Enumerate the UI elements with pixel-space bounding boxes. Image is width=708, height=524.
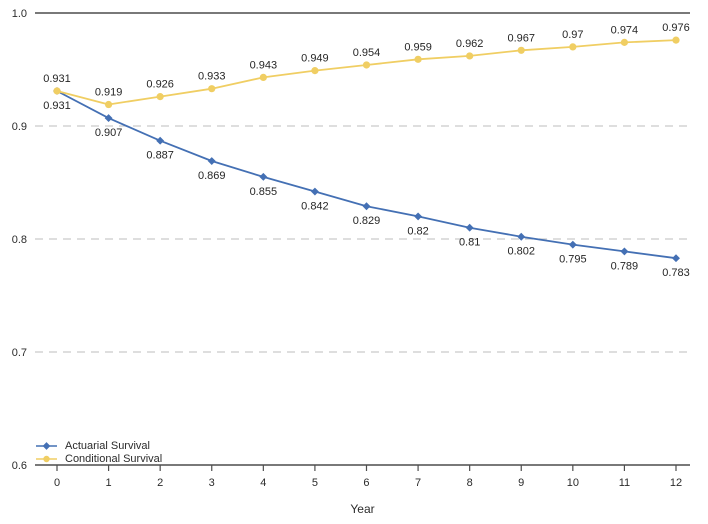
legend-item-actuarial: Actuarial Survival (35, 439, 162, 452)
y-tick-label: 1.0 (12, 8, 27, 20)
actuarial-survival-data-label: 0.931 (43, 100, 71, 112)
legend-item-conditional: Conditional Survival (35, 452, 162, 465)
conditional-survival-data-label: 0.959 (404, 41, 432, 53)
actuarial-survival-point (620, 247, 629, 256)
legend-label-actuarial: Actuarial Survival (65, 439, 150, 452)
conditional-survival-point (414, 55, 422, 63)
conditional-survival-point (259, 73, 267, 82)
x-tick-label: 3 (209, 477, 215, 489)
actuarial-survival-point (362, 202, 371, 211)
conditional-survival-data-label: 0.97 (562, 29, 583, 41)
y-tick-label: 0.6 (12, 460, 27, 472)
y-tick-label: 0.8 (12, 234, 27, 246)
x-tick-label: 6 (363, 477, 369, 489)
x-tick-label: 8 (467, 477, 473, 489)
actuarial-survival-point (465, 223, 474, 232)
conditional-survival-point (208, 85, 216, 93)
actuarial-survival-point (104, 114, 113, 123)
actuarial-survival-data-label: 0.907 (95, 127, 123, 139)
conditional-survival-point (569, 43, 577, 51)
conditional-survival-point (466, 52, 474, 60)
conditional-survival-data-label: 0.962 (456, 38, 484, 50)
conditional-survival-data-label: 0.974 (611, 24, 639, 36)
x-tick-label: 7 (415, 477, 421, 489)
conditional-survival-point (53, 87, 61, 95)
conditional-survival-data-label: 0.919 (95, 87, 123, 99)
legend: Actuarial Survival Conditional Survival (35, 439, 162, 465)
conditional-survival-data-label: 0.933 (198, 71, 226, 83)
conditional-survival-point (362, 61, 371, 69)
actuarial-survival-data-label: 0.82 (407, 225, 428, 237)
x-tick-label: 10 (567, 477, 579, 489)
y-tick-label: 0.7 (12, 347, 27, 359)
x-tick-label: 9 (518, 477, 524, 489)
actuarial-survival-data-label: 0.829 (353, 215, 381, 227)
conditional-survival-data-label: 0.949 (301, 53, 329, 65)
actuarial-survival-data-label: 0.887 (146, 150, 174, 162)
x-axis-title: Year (350, 502, 375, 516)
conditional-survival-data-label: 0.954 (353, 47, 381, 59)
conditional-line-marker-icon (36, 455, 57, 462)
conditional-survival-data-label: 0.931 (43, 73, 71, 85)
conditional-survival-point (517, 46, 525, 54)
actuarial-survival-data-label: 0.81 (459, 237, 480, 249)
x-tick-label: 11 (619, 477, 630, 489)
actuarial-survival-data-label: 0.789 (611, 260, 639, 272)
actuarial-survival-point (414, 212, 423, 221)
conditional-survival-point (104, 100, 113, 109)
actuarial-survival-data-label: 0.842 (301, 201, 329, 213)
legend-label-conditional: Conditional Survival (65, 452, 163, 465)
actuarial-survival-data-label: 0.802 (507, 246, 535, 258)
conditional-survival-data-label: 0.943 (250, 59, 278, 71)
conditional-survival-point (672, 36, 680, 44)
conditional-survival-point (156, 93, 164, 101)
x-tick-label: 1 (106, 477, 112, 489)
actuarial-survival-point (672, 254, 680, 263)
x-tick-label: 4 (260, 477, 266, 489)
actuarial-survival-data-label: 0.795 (559, 254, 587, 266)
x-tick-label: 0 (54, 477, 60, 489)
conditional-survival-data-label: 0.926 (146, 79, 174, 91)
actuarial-survival-point (207, 157, 216, 165)
conditional-survival-point (311, 67, 319, 75)
actuarial-survival-data-label: 0.855 (250, 186, 278, 198)
actuarial-survival-point (156, 136, 165, 145)
conditional-survival-point (620, 38, 629, 46)
actuarial-survival-point (310, 187, 319, 196)
actuarial-survival-point (568, 240, 577, 249)
conditional-survival-data-label: 0.976 (662, 22, 690, 34)
actuarial-survival-line (56, 90, 677, 260)
actuarial-survival-point (259, 172, 268, 181)
x-tick-label: 12 (670, 477, 682, 489)
conditional-survival-data-label: 0.967 (507, 32, 535, 44)
x-tick-label: 5 (312, 477, 318, 489)
actuarial-survival-data-label: 0.783 (662, 267, 690, 279)
y-tick-label: 0.9 (12, 121, 27, 133)
actuarial-survival-data-label: 0.869 (198, 170, 226, 182)
x-tick-label: 2 (157, 477, 163, 489)
actuarial-line-marker-icon (36, 441, 57, 450)
